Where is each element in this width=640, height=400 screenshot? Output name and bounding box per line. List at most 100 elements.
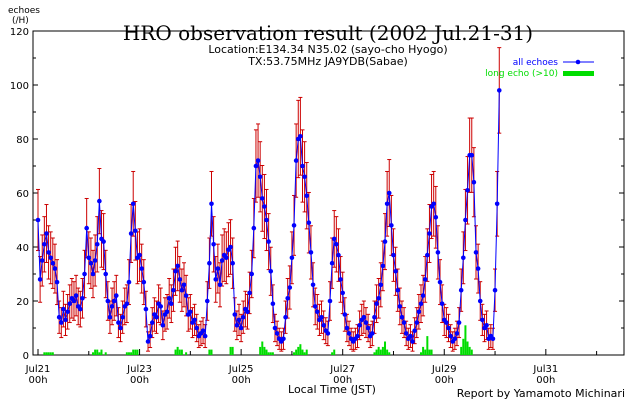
data-point <box>42 242 47 247</box>
all-echoes-series <box>35 88 502 344</box>
data-point <box>209 201 214 207</box>
long-echo-bar <box>229 346 232 355</box>
data-point <box>73 293 79 298</box>
data-point <box>46 250 51 255</box>
data-point <box>130 201 136 207</box>
data-point <box>63 317 68 323</box>
data-point <box>346 331 352 336</box>
data-point <box>363 320 369 325</box>
y-tick-label: 60 <box>16 189 29 200</box>
long-echo-bar <box>377 346 380 355</box>
data-point <box>342 312 348 317</box>
data-point <box>169 301 174 307</box>
data-point <box>272 325 278 331</box>
long-echo-bar <box>426 336 429 355</box>
data-point <box>173 269 178 274</box>
data-point <box>492 287 498 293</box>
data-point <box>211 242 216 247</box>
data-point <box>44 231 49 236</box>
data-point <box>456 320 462 325</box>
data-point <box>90 271 96 277</box>
data-point <box>325 331 331 336</box>
data-point <box>370 331 375 336</box>
data-point <box>365 325 371 331</box>
long-echo-bar <box>430 349 433 355</box>
x-axis-label: Local Time (JST) <box>288 383 376 396</box>
data-point <box>484 323 489 328</box>
data-point <box>338 277 343 282</box>
long-echo-bar <box>419 352 422 355</box>
data-point <box>285 296 290 301</box>
data-point <box>380 263 386 269</box>
x-axis: Jul2100hJul2300hJul2500hJul2700hJul2900h… <box>25 349 598 386</box>
data-point <box>230 260 235 266</box>
data-point <box>120 314 125 320</box>
data-point <box>274 331 280 336</box>
long-echo-bar <box>94 349 97 355</box>
data-point <box>293 158 299 163</box>
data-point <box>386 190 392 196</box>
long-echo-bar <box>460 346 463 355</box>
data-point <box>137 252 142 258</box>
x-tick-sublabel: 00h <box>232 375 251 386</box>
data-point <box>480 317 485 323</box>
long-echo-bar <box>210 349 213 355</box>
data-point <box>232 312 238 317</box>
y-axis-label-line1: echoes <box>8 6 40 16</box>
data-point <box>306 220 312 225</box>
long-echo-bar <box>180 349 183 355</box>
data-point <box>433 215 439 220</box>
data-point <box>188 309 193 315</box>
data-point <box>207 260 212 266</box>
data-point <box>113 293 119 298</box>
long-echo-bar <box>98 352 101 355</box>
data-point <box>315 309 320 315</box>
long-echo-bar <box>271 352 274 355</box>
long-echo-bar <box>47 352 50 355</box>
data-point <box>458 287 464 293</box>
data-point <box>331 236 337 242</box>
long-echo-bar <box>104 352 107 355</box>
chart-subtitle-transmitter: TX:53.75MHz JA9YDB(Sabae) <box>247 55 408 68</box>
data-point <box>65 309 70 315</box>
data-point <box>298 134 303 139</box>
data-point <box>48 255 53 261</box>
long-echo-bar <box>51 352 54 355</box>
y-tick-label: 100 <box>10 81 29 92</box>
data-point <box>80 296 85 301</box>
x-tick-label: Jul31 <box>532 364 558 375</box>
chart-title: HRO observation result (2002 Jul.21-31) <box>123 21 533 45</box>
data-point <box>465 188 470 193</box>
data-point <box>302 174 307 180</box>
long-echo-bar <box>92 352 95 355</box>
data-point <box>289 255 295 261</box>
data-point <box>251 225 257 231</box>
long-echo-bar <box>424 349 427 355</box>
long-echo-bar <box>388 352 391 355</box>
data-point <box>143 306 149 312</box>
data-point <box>319 314 324 320</box>
data-point <box>372 314 377 320</box>
data-point <box>427 231 432 236</box>
data-point <box>109 304 115 309</box>
data-point <box>213 277 219 282</box>
data-point <box>253 163 259 169</box>
data-point <box>448 333 453 339</box>
data-point <box>389 223 394 228</box>
data-point <box>92 258 98 263</box>
data-point <box>82 271 87 277</box>
long-echo-bar <box>174 349 177 355</box>
data-point <box>245 309 250 315</box>
data-point <box>164 309 170 315</box>
x-tick-label: Jul29 <box>431 364 457 375</box>
data-point <box>444 320 449 325</box>
data-point <box>58 320 64 325</box>
long-echo-bar <box>267 352 270 355</box>
data-point <box>264 217 269 223</box>
long-echo-bar <box>428 349 431 355</box>
data-point <box>268 269 274 274</box>
long-echo-bar <box>185 352 188 355</box>
long-echo-bar <box>208 349 211 355</box>
data-point <box>154 314 159 320</box>
